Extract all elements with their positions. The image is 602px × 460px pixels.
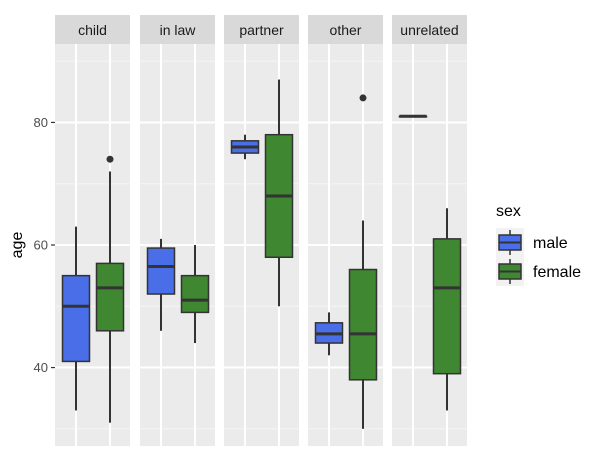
outlier-point <box>106 155 114 163</box>
legend: sex male female <box>496 203 581 286</box>
legend-label-male: male <box>533 235 568 252</box>
facet-strip <box>55 15 130 44</box>
box-male-partner <box>230 134 260 160</box>
legend-label-female: female <box>533 264 581 281</box>
box-female-unrelated <box>432 208 462 411</box>
box-female-partner <box>264 79 294 307</box>
facet-panel-unrelated: unrelated <box>392 15 467 446</box>
box-iqr <box>61 274 91 363</box>
box-female-child <box>95 155 125 423</box>
facet-strip <box>392 15 467 44</box>
box-iqr <box>432 238 462 375</box>
box-male-child <box>61 226 91 411</box>
box-male-unrelated <box>398 114 428 118</box>
legend-key-male <box>496 228 524 257</box>
facet-strip-label: partner <box>239 22 284 38</box>
facet-panel-other: other <box>308 15 383 446</box>
facet-strip <box>140 15 215 44</box>
facet-panel-in-law: in law <box>140 15 215 446</box>
facet-strip-label: child <box>78 22 107 38</box>
facet-panel-partner: partner <box>224 15 299 446</box>
outlier-point <box>359 94 367 102</box>
y-tick-label: 40 <box>34 360 48 375</box>
box-iqr <box>95 262 125 332</box>
box-male-in-law <box>146 238 176 331</box>
box-female-other <box>348 94 378 429</box>
legend-key-female <box>496 257 524 286</box>
box-iqr <box>180 274 210 314</box>
box-iqr <box>146 247 176 295</box>
facet-strip-label: unrelated <box>400 22 458 38</box>
facet-strip-label: other <box>330 22 362 38</box>
box-female-in-law <box>180 245 210 344</box>
facet-strip <box>224 15 299 44</box>
box-iqr <box>348 268 378 381</box>
box-male-other <box>314 312 344 356</box>
legend-title: sex <box>496 203 521 220</box>
y-tick-label: 80 <box>34 115 48 130</box>
facet-strip-label: in law <box>160 22 197 38</box>
y-axis-title: age <box>9 232 26 259</box>
facet-panel-child: child <box>55 15 130 446</box>
y-axis: 40 60 80 <box>34 115 55 375</box>
y-tick-label: 60 <box>34 238 48 253</box>
facet-strip <box>308 15 383 44</box>
